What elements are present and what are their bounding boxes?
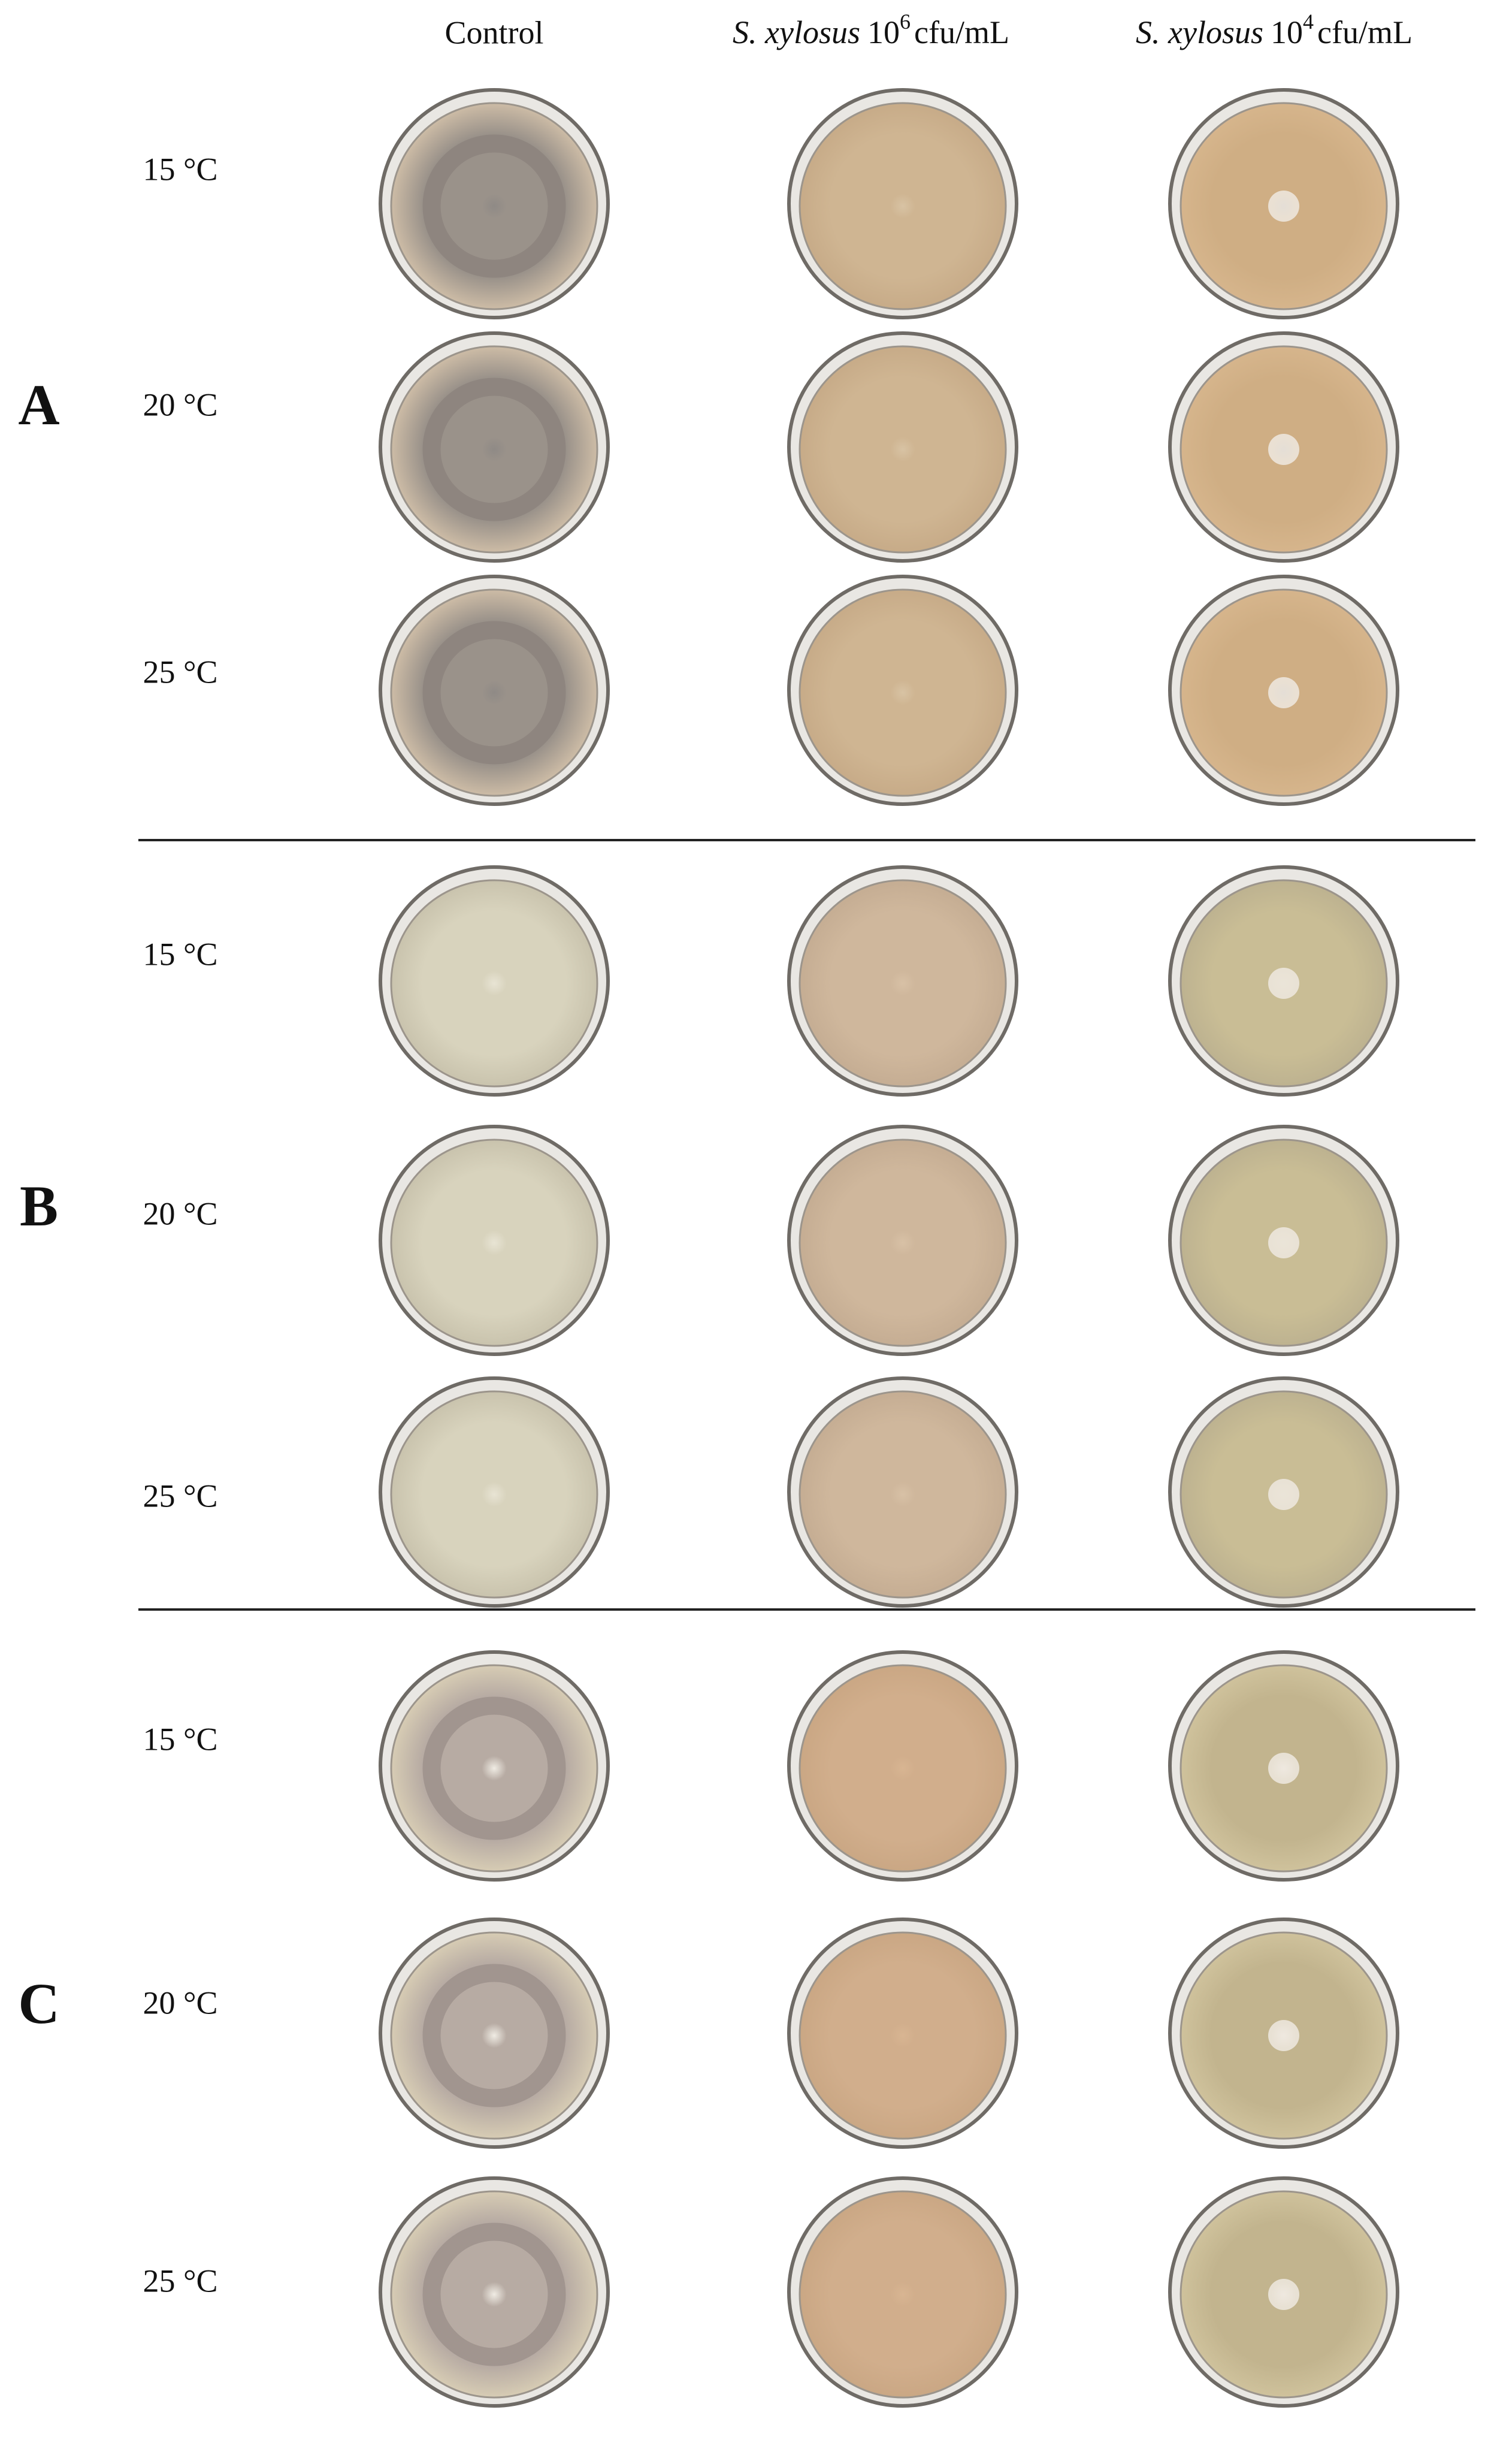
petri-dish-culture [799,1931,1007,2140]
species: S. xylosus [1136,14,1263,50]
petri-dish-culture [390,879,598,1088]
column-header: S. xylosus 104 cfu/mL [1136,10,1413,50]
colony-ring [422,1964,566,2107]
petri-dish-culture [390,1390,598,1599]
row-label: 15 °C [143,1721,217,1757]
colony-center [1268,2020,1299,2051]
petri-dish-culture [390,2190,598,2399]
unit: cfu/mL [914,14,1009,50]
petri-dish-culture [390,1664,598,1873]
exponent: 6 [900,10,911,34]
panel-label: B [20,1174,58,1238]
row-label: 25 °C [143,2263,217,2299]
base: 10 [1271,14,1303,50]
row-label: 20 °C [143,1195,217,1231]
colony-center [1268,1753,1299,1784]
species: S. xylosus [733,14,860,50]
row-label: 15 °C [143,151,217,187]
petri-dish-culture [799,879,1007,1088]
petri-dish-culture [799,345,1007,554]
column-header: Control [444,14,543,50]
petri-dish-culture [799,1664,1007,1873]
colony-center [1268,2279,1299,2310]
petri-dish-culture [390,102,598,310]
base: 10 [867,14,900,50]
row-label: 20 °C [143,1985,217,2021]
petri-dish-culture [799,2190,1007,2399]
row-label: 20 °C [143,386,217,422]
colony-ring [422,2223,566,2366]
petri-dish-culture [799,588,1007,797]
colony-center [1268,434,1299,465]
colony-ring [422,378,566,521]
colony-center [1268,191,1299,222]
petri-dish-culture [390,1931,598,2140]
petri-dish-culture [799,102,1007,310]
panel-label: C [18,1971,59,2036]
colony-center [1268,677,1299,708]
column-header: S. xylosus 106 cfu/mL [733,10,1009,50]
colony-center [1268,1479,1299,1510]
colony-center [1268,1227,1299,1258]
petri-dish-culture [799,1139,1007,1347]
petri-dish-culture [390,1139,598,1347]
colony-ring [422,1696,566,1840]
petri-dish-culture [799,1390,1007,1599]
petri-dish-culture [390,588,598,797]
exponent: 4 [1303,10,1314,34]
unit: cfu/mL [1317,14,1413,50]
row-label: 15 °C [143,936,217,972]
petri-dish-culture [390,345,598,554]
panel-label: A [18,373,59,437]
colony-center [1268,968,1299,999]
colony-ring [422,621,566,765]
row-label: 25 °C [143,1478,217,1514]
row-label: 25 °C [143,654,217,690]
colony-ring [422,134,566,278]
